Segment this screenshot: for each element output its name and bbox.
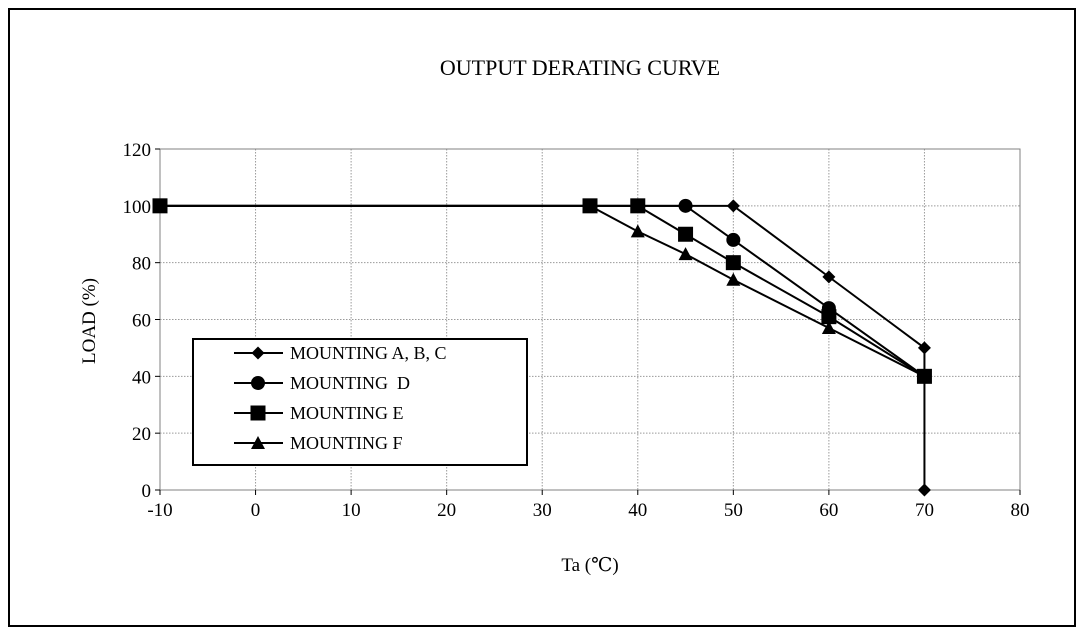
x-tick-label: -10 [147,500,172,521]
legend-item: MOUNTING F [234,433,403,453]
chart-title: OUTPUT DERATING CURVE [440,55,720,80]
legend-square-icon [250,405,266,421]
legend-circle-icon [251,376,265,390]
data-point-circle [726,232,741,247]
series-triangle [153,198,932,383]
data-point-diamond [917,483,931,497]
data-point-square [821,309,837,325]
y-tick-label: 100 [123,197,152,218]
legend-label: MOUNTING D [290,373,410,393]
legend-item: MOUNTING A, B, C [234,343,447,363]
data-point-triangle [726,272,741,286]
data-point-triangle [821,321,836,335]
data-point-diamond [726,199,740,213]
data-point-triangle [153,198,167,212]
y-axis-label: LOAD (%) [79,278,100,364]
data-point-diamond [822,270,836,284]
data-point-triangle [583,198,597,212]
x-tick-label: 0 [251,500,261,521]
data-point-square [630,198,646,214]
y-tick-label: 80 [132,254,151,275]
legend-item: MOUNTING D [234,373,410,393]
x-tick-label: 30 [533,500,552,521]
data-point-square [725,255,741,271]
y-tick-label: 40 [132,367,151,388]
x-axis-label: Ta (℃) [561,555,618,576]
data-point-triangle [917,369,932,383]
legend-label: MOUNTING F [290,433,403,453]
x-tick-label: 50 [724,500,743,521]
legend: MOUNTING A, B, C MOUNTING D MOUNTING E MOUN… [192,338,528,466]
x-tick-label: 40 [628,500,647,521]
y-tick-label: 60 [132,311,151,332]
data-point-circle [678,198,693,213]
y-tick-label: 120 [123,140,152,161]
data-point-triangle [630,224,645,238]
x-tick-label: 70 [915,500,934,521]
x-tick-label: 80 [1011,500,1030,521]
series-layer [152,198,932,497]
y-tick-label: 0 [142,481,152,502]
data-point-square [678,226,694,242]
legend-triangle-icon [251,436,265,449]
legend-label: MOUNTING E [290,403,403,423]
legend-label: MOUNTING A, B, C [290,343,447,363]
legend-diamond-icon [251,346,265,360]
x-tick-label: 60 [819,500,838,521]
x-tick-label: 10 [342,500,361,521]
x-tick-label: 20 [437,500,456,521]
y-tick-label: 20 [132,424,151,445]
data-point-diamond [917,341,931,355]
legend-item: MOUNTING E [234,403,403,423]
data-point-triangle [678,247,693,261]
